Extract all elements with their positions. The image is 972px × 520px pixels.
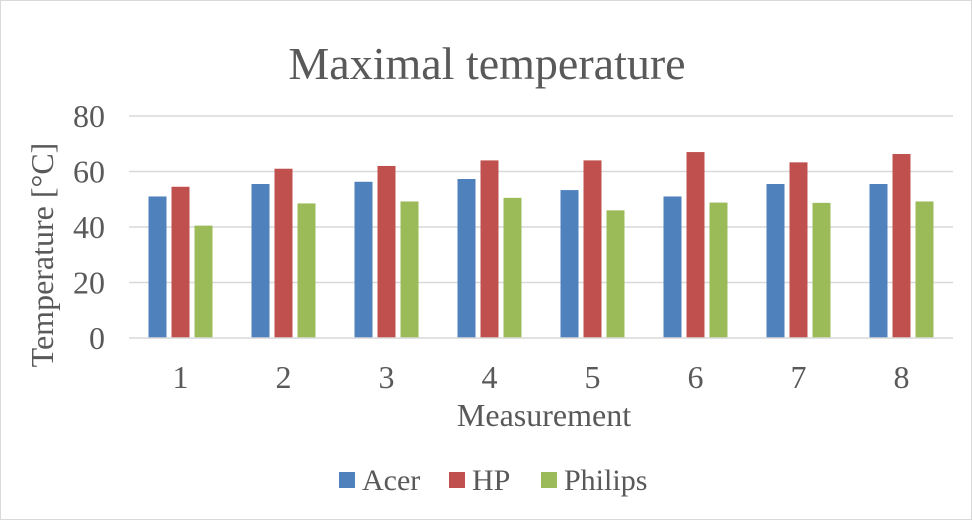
y-axis-ticks: 0 20 40 60 80 xyxy=(73,98,105,356)
x-tick-label: 7 xyxy=(791,359,807,395)
bar-acer-1 xyxy=(148,196,167,338)
bar-hp-4 xyxy=(480,160,499,338)
bar-acer-6 xyxy=(663,196,682,338)
x-tick-label: 5 xyxy=(585,359,601,395)
bar-acer-7 xyxy=(766,183,785,338)
legend-swatch xyxy=(339,472,355,488)
bar-philips-5 xyxy=(606,210,625,338)
bar-acer-2 xyxy=(251,183,270,338)
bar-philips-2 xyxy=(297,203,316,338)
bar-philips-8 xyxy=(915,201,934,338)
bar-philips-3 xyxy=(400,201,419,338)
bar-hp-3 xyxy=(377,165,396,338)
bar-acer-4 xyxy=(457,178,476,338)
y-tick-label: 0 xyxy=(89,320,105,356)
bars xyxy=(148,152,934,338)
y-tick-label: 80 xyxy=(73,98,105,134)
bar-philips-4 xyxy=(503,197,522,338)
bar-hp-5 xyxy=(583,160,602,338)
bar-philips-7 xyxy=(812,202,831,338)
bar-philips-6 xyxy=(709,202,728,338)
legend-label: HP xyxy=(472,464,510,497)
x-tick-label: 2 xyxy=(276,359,292,395)
bar-hp-7 xyxy=(789,162,808,338)
y-tick-label: 40 xyxy=(73,209,105,245)
bar-hp-2 xyxy=(274,168,293,338)
bar-acer-5 xyxy=(560,190,579,338)
y-tick-label: 60 xyxy=(73,154,105,190)
x-tick-label: 4 xyxy=(482,359,498,395)
bar-acer-3 xyxy=(354,181,373,338)
legend-label: Philips xyxy=(564,464,647,497)
legend-item-acer: Acer xyxy=(339,464,420,497)
bar-hp-6 xyxy=(686,152,705,338)
y-axis-label: Temperature [°C] xyxy=(24,143,60,368)
x-tick-label: 3 xyxy=(379,359,395,395)
legend-item-philips: Philips xyxy=(541,464,647,497)
x-tick-label: 6 xyxy=(688,359,704,395)
x-tick-label: 8 xyxy=(894,359,910,395)
x-axis-ticks: 1 2 3 4 5 6 7 8 xyxy=(173,359,910,395)
x-axis-label: Measurement xyxy=(457,397,631,433)
bar-acer-8 xyxy=(869,183,888,338)
legend-swatch xyxy=(449,472,465,488)
legend: Acer HP Philips xyxy=(339,464,647,497)
y-tick-label: 20 xyxy=(73,265,105,301)
bar-philips-1 xyxy=(194,225,213,338)
legend-item-hp: HP xyxy=(449,464,510,497)
bar-hp-1 xyxy=(171,186,190,338)
bar-hp-8 xyxy=(892,154,911,338)
legend-label: Acer xyxy=(362,464,420,497)
x-tick-label: 1 xyxy=(173,359,189,395)
legend-swatch xyxy=(541,472,557,488)
chart-title: Maximal temperature xyxy=(288,38,685,89)
